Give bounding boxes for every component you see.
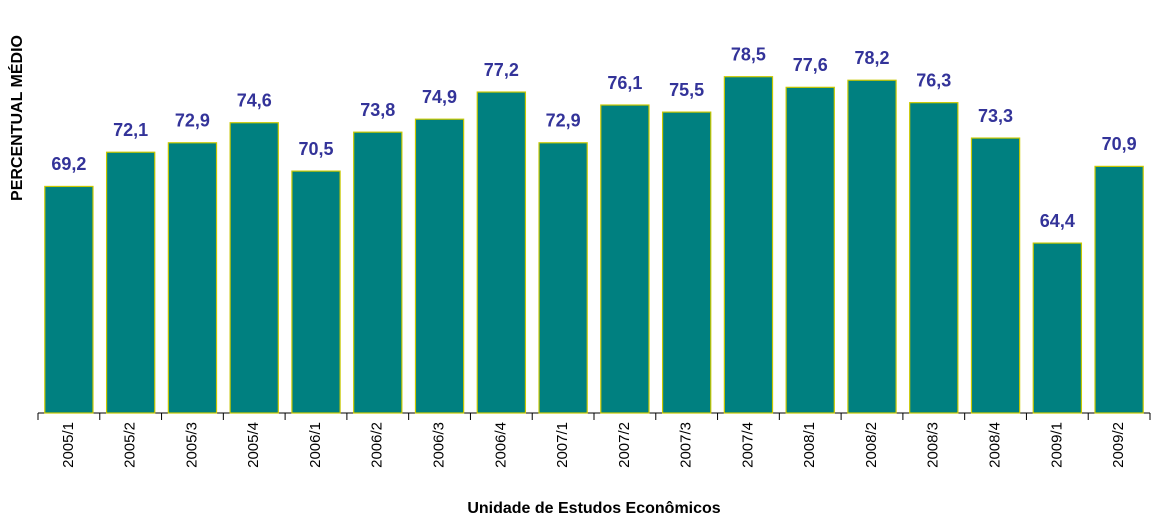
value-label: 74,9 bbox=[422, 87, 457, 107]
x-tick-label: 2008/1 bbox=[801, 422, 818, 468]
value-label: 73,8 bbox=[360, 100, 395, 120]
value-label: 77,2 bbox=[484, 60, 519, 80]
x-tick-label: 2005/2 bbox=[122, 422, 139, 468]
bar bbox=[785, 86, 835, 414]
x-tick-label: 2007/1 bbox=[554, 422, 571, 468]
x-tick-label: 2006/3 bbox=[431, 422, 448, 468]
value-label: 70,5 bbox=[298, 139, 333, 159]
value-label: 78,5 bbox=[731, 44, 766, 64]
bar bbox=[538, 142, 588, 414]
value-label: 78,2 bbox=[854, 48, 889, 68]
bar bbox=[847, 79, 897, 414]
value-label: 75,5 bbox=[669, 80, 704, 100]
value-label: 76,3 bbox=[916, 70, 951, 90]
x-tick-label: 2007/2 bbox=[616, 422, 633, 468]
value-label: 70,9 bbox=[1102, 134, 1137, 154]
bar bbox=[44, 185, 94, 414]
x-tick-label: 2005/3 bbox=[183, 422, 200, 468]
value-label: 73,3 bbox=[978, 106, 1013, 126]
x-tick-label: 2009/1 bbox=[1048, 422, 1065, 468]
x-tick-label: 2009/2 bbox=[1110, 422, 1127, 468]
x-tick-label: 2005/1 bbox=[60, 422, 77, 468]
bar bbox=[1032, 242, 1083, 414]
value-label: 77,6 bbox=[793, 55, 828, 75]
value-label: 64,4 bbox=[1040, 211, 1075, 231]
bar bbox=[909, 102, 959, 414]
x-tick-label: 2007/3 bbox=[678, 422, 695, 468]
value-label: 74,6 bbox=[237, 90, 272, 110]
bar bbox=[229, 122, 279, 414]
x-axis-title: Unidade de Estudos Econômicos bbox=[467, 500, 720, 517]
x-tick-label: 2006/2 bbox=[369, 422, 386, 468]
bar bbox=[105, 151, 156, 414]
bar bbox=[353, 131, 403, 414]
bar bbox=[661, 111, 712, 414]
bar bbox=[600, 104, 650, 414]
x-tick-label: 2008/2 bbox=[863, 422, 880, 468]
bar bbox=[476, 91, 527, 414]
x-tick-label: 2008/3 bbox=[925, 422, 942, 468]
y-axis-title: PERCENTUAL MÉDIO bbox=[7, 35, 26, 201]
bar bbox=[291, 170, 341, 414]
bar bbox=[414, 118, 465, 414]
x-tick-label: 2005/4 bbox=[245, 422, 262, 468]
x-tick-label: 2006/1 bbox=[307, 422, 324, 468]
x-tick-label: 2007/4 bbox=[739, 422, 756, 468]
value-label: 72,1 bbox=[113, 120, 148, 140]
value-label: 69,2 bbox=[51, 154, 86, 174]
value-label: 76,1 bbox=[607, 73, 642, 93]
x-tick-label: 2008/4 bbox=[987, 422, 1004, 468]
bar bbox=[970, 137, 1021, 414]
value-label: 72,9 bbox=[175, 111, 210, 131]
bar bbox=[1094, 165, 1144, 414]
bar bbox=[167, 142, 218, 414]
x-tick-label: 2006/4 bbox=[492, 422, 509, 468]
value-label: 72,9 bbox=[546, 111, 581, 131]
bar bbox=[723, 76, 774, 414]
